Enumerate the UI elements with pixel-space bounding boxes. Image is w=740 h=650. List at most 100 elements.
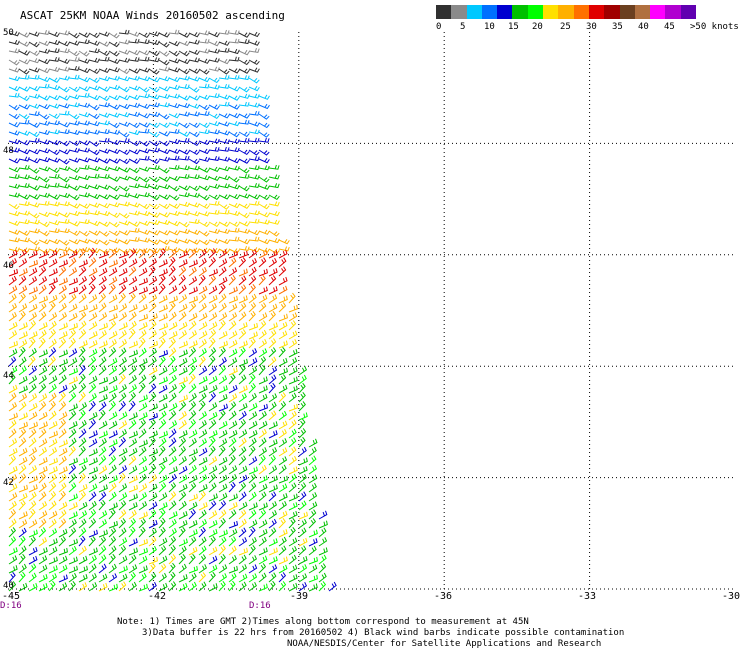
wind-barb (98, 340, 108, 349)
wind-barb (148, 39, 160, 46)
wind-barb (208, 430, 218, 439)
wind-barb (208, 321, 218, 331)
wind-barb (288, 349, 298, 358)
wind-barb (128, 419, 137, 430)
wind-barb (148, 50, 160, 57)
wind-barb (238, 59, 250, 66)
wind-barb (258, 385, 268, 394)
wind-barb (8, 428, 17, 439)
wind-barb (218, 536, 227, 547)
wind-barb (188, 239, 200, 245)
wind-barb (278, 464, 287, 475)
wind-barb (138, 526, 146, 538)
wind-barb (78, 518, 87, 529)
wind-barb (208, 248, 217, 259)
wind-barb (8, 192, 20, 198)
wind-barb (258, 509, 267, 520)
wind-barb (28, 555, 38, 565)
wind-barb (138, 128, 150, 134)
wind-barb (98, 258, 108, 268)
wind-barb (238, 302, 247, 313)
wind-barb (198, 321, 208, 331)
wind-barb (248, 40, 260, 46)
wind-barb (278, 257, 287, 268)
wind-barb (8, 571, 16, 583)
wind-barb (308, 518, 317, 529)
wind-barb (168, 491, 177, 502)
wind-barb (98, 166, 110, 172)
wind-barb (208, 209, 220, 215)
wind-barb (278, 456, 288, 466)
wind-barb (248, 165, 260, 171)
wind-barb (128, 56, 140, 62)
wind-barb (28, 286, 38, 295)
wind-barb (68, 421, 78, 430)
wind-barb (118, 239, 130, 245)
wind-barb (158, 268, 168, 277)
wind-barb (228, 384, 238, 394)
wind-barb (228, 312, 238, 322)
wind-barb (58, 95, 70, 101)
wind-barb (78, 266, 87, 277)
wind-barb (198, 129, 210, 135)
wind-barb (108, 527, 117, 538)
wind-barb (78, 140, 90, 146)
wind-barb (58, 482, 67, 493)
wind-barb (278, 340, 288, 349)
wind-barb (268, 580, 276, 592)
wind-barb (128, 202, 140, 208)
wind-barb (168, 330, 178, 340)
wind-barb (98, 474, 108, 484)
wind-barb (38, 482, 47, 493)
wind-barb (258, 194, 270, 201)
wind-barb (148, 258, 158, 268)
wind-barb (218, 573, 228, 583)
wind-barb (48, 48, 60, 54)
wind-barb (18, 258, 28, 268)
wind-barb (78, 219, 90, 225)
wind-barb (248, 311, 256, 322)
wind-barb (78, 246, 90, 253)
wind-barb (108, 365, 117, 376)
wind-barb (78, 437, 87, 448)
wind-barb (168, 93, 180, 99)
wind-barb (28, 31, 40, 37)
wind-barb (168, 128, 180, 134)
wind-barb (8, 527, 17, 538)
wind-barb (8, 39, 20, 45)
wind-barb (288, 339, 298, 349)
wind-barb (258, 149, 270, 156)
wind-barb (98, 50, 110, 57)
wind-barb (18, 156, 30, 162)
wind-barb (18, 311, 26, 322)
wind-barb (98, 312, 108, 322)
wind-barb (208, 129, 220, 135)
wind-barb (98, 148, 110, 154)
wind-barb (58, 411, 68, 421)
wind-barb (238, 149, 250, 156)
wind-barb (108, 392, 117, 403)
wind-barb (228, 221, 240, 228)
wind-barb (198, 211, 210, 217)
wind-barb (28, 185, 40, 191)
wind-barb (288, 502, 298, 511)
wind-barb (8, 59, 20, 66)
color-scale-swatch (543, 5, 559, 19)
wind-barb (188, 32, 200, 38)
latitude-label: 44 (3, 371, 14, 381)
wind-barb (288, 527, 296, 538)
wind-barb (208, 583, 218, 592)
wind-barb (168, 210, 180, 216)
wind-barb (268, 237, 280, 244)
wind-barb (108, 129, 120, 135)
wind-barb (8, 565, 18, 574)
wind-barb (58, 250, 68, 259)
wind-barb (298, 382, 306, 394)
wind-barb (238, 212, 250, 219)
wind-barb (128, 266, 137, 277)
wind-barb (8, 48, 20, 54)
wind-barb (108, 520, 118, 529)
wind-barb (78, 402, 88, 412)
wind-barb (78, 392, 86, 403)
wind-barb (68, 185, 80, 191)
